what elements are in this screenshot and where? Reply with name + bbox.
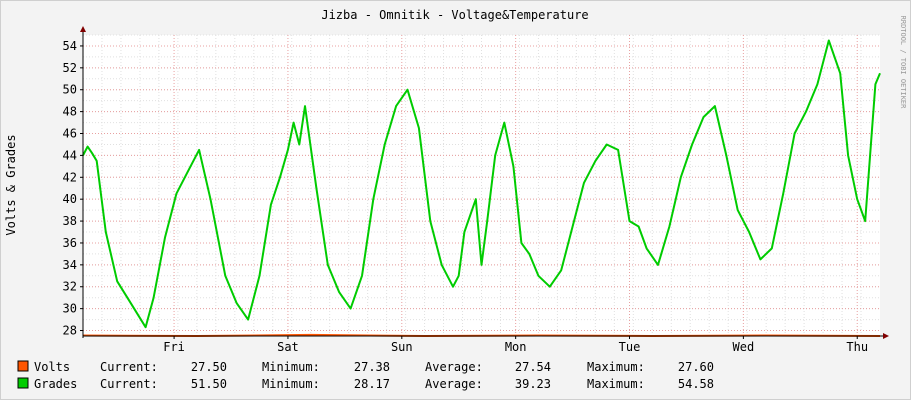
x-tick-label: Thu [846, 340, 868, 354]
legend-minimum-grades: 28.17 [354, 377, 390, 391]
x-tick-label: Sun [391, 340, 413, 354]
y-tick-label: 50 [63, 83, 77, 97]
y-tick-label: 40 [63, 192, 77, 206]
x-tick-label: Tue [619, 340, 641, 354]
legend-name-grades: Grades [34, 377, 77, 391]
legend-label-current: Current: [100, 360, 158, 374]
legend-maximum-volts: 27.60 [678, 360, 714, 374]
rrdtool-watermark: RRDTOOL / TOBI OETIKER [899, 16, 907, 110]
x-tick-label: Wed [733, 340, 755, 354]
grid [83, 34, 880, 336]
y-tick-label: 52 [63, 61, 77, 75]
y-tick-label: 32 [63, 280, 77, 294]
axes [80, 26, 889, 339]
legend-swatch-grades [17, 377, 29, 389]
legend-average-grades: 39.23 [515, 377, 551, 391]
y-tick-label: 28 [63, 324, 77, 338]
y-tick-label: 30 [63, 302, 77, 316]
tick-labels: 28 30 32 34 36 38 40 42 44 46 48 50 52 54 Fri Sat Sun Mon… [63, 39, 869, 354]
legend-name-volts: Volts [34, 360, 70, 374]
x-tick-label: Sat [277, 340, 299, 354]
legend-label-minimum: Minimum: [262, 377, 320, 391]
legend-label-average: Average: [425, 360, 483, 374]
legend-maximum-grades: 54.58 [678, 377, 714, 391]
x-tick-label: Fri [163, 340, 185, 354]
legend-row-grades: Grades Current: 51.50 Minimum: 28.17 Ave… [17, 377, 714, 391]
legend-label-current: Current: [100, 377, 158, 391]
y-tick-label: 34 [63, 258, 77, 272]
legend-label-minimum: Minimum: [262, 360, 320, 374]
legend-swatch-volts [17, 360, 29, 372]
legend-minimum-volts: 27.38 [354, 360, 390, 374]
y-tick-label: 44 [63, 148, 77, 162]
y-tick-label: 54 [63, 39, 77, 53]
x-axis-arrow [883, 333, 889, 339]
series-line-grades [82, 39, 881, 329]
y-tick-label: 46 [63, 127, 77, 141]
y-tick-label: 38 [63, 214, 77, 228]
legend-average-volts: 27.54 [515, 360, 551, 374]
legend-current-grades: 51.50 [191, 377, 227, 391]
chart-title: Jizba - Omnitik - Voltage&Temperature [321, 8, 588, 22]
legend-current-volts: 27.50 [191, 360, 227, 374]
legend-label-maximum: Maximum: [587, 360, 645, 374]
legend-row-volts: Volts Current: 27.50 Minimum: 27.38 Aver… [17, 360, 714, 374]
y-axis-label: Volts & Grades [4, 134, 18, 235]
y-tick-label: 42 [63, 170, 77, 184]
legend: Volts Current: 27.50 Minimum: 27.38 Aver… [17, 360, 714, 391]
x-tick-label: Mon [505, 340, 527, 354]
legend-label-average: Average: [425, 377, 483, 391]
y-tick-label: 36 [63, 236, 77, 250]
y-tick-label: 48 [63, 105, 77, 119]
legend-label-maximum: Maximum: [587, 377, 645, 391]
y-axis-arrow [80, 26, 86, 32]
